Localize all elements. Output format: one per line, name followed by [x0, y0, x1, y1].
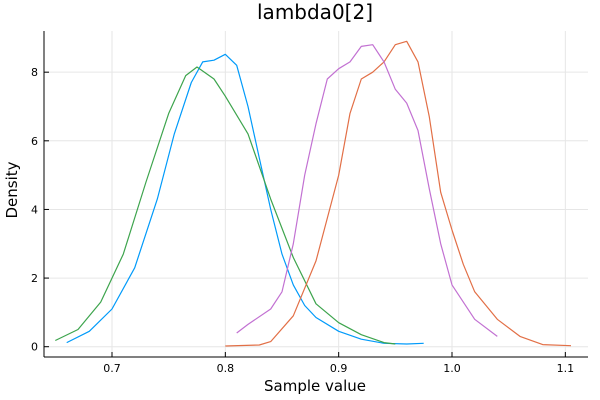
x-tick-label: 0.8	[217, 362, 235, 375]
y-tick-label: 6	[31, 135, 38, 148]
density-line-3	[225, 40, 572, 347]
axes: 0.7 0.8 0.9 1.0 1.1 0 2 4 6 8	[31, 31, 588, 375]
density-line-4	[236, 44, 498, 337]
y-tick-label: 4	[31, 203, 38, 216]
y-axis-label: Density	[3, 161, 21, 218]
series-lines	[55, 40, 572, 347]
chart-title: lambda0[2]	[257, 0, 373, 24]
density-line-1	[66, 53, 424, 345]
x-tick-label: 1.0	[443, 362, 461, 375]
grid	[44, 31, 588, 357]
x-tick-label: 0.9	[330, 362, 348, 375]
y-tick-label: 8	[31, 66, 38, 79]
x-axis-label: Sample value	[264, 377, 366, 395]
x-tick-label: 0.7	[103, 362, 121, 375]
y-tick-label: 0	[31, 341, 38, 354]
x-tick-label: 1.1	[557, 362, 575, 375]
y-tick-label: 2	[31, 272, 38, 285]
density-line-2	[55, 66, 396, 345]
